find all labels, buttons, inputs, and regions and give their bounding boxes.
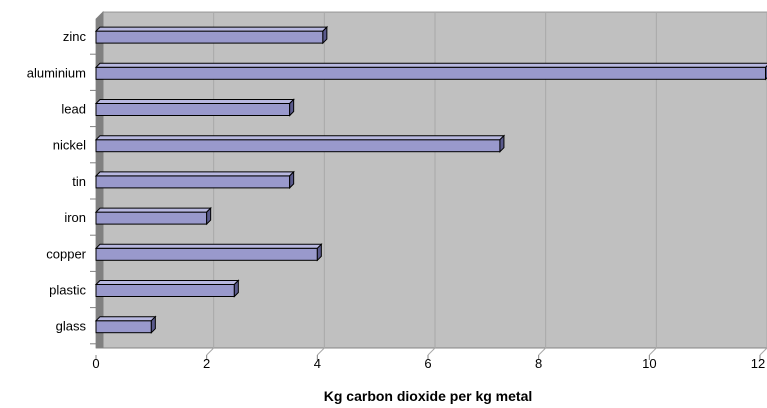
category-label: zinc xyxy=(63,29,87,44)
bar-side xyxy=(150,315,156,334)
category-label: aluminium xyxy=(27,65,86,80)
bar-front xyxy=(95,247,318,261)
bar-top xyxy=(94,243,323,249)
bar-top xyxy=(94,135,506,141)
category-label: plastic xyxy=(49,283,86,298)
bar-side xyxy=(289,170,295,190)
bar-top xyxy=(94,62,767,68)
bar-front xyxy=(95,66,767,80)
category-label: nickel xyxy=(53,138,86,153)
bar-front xyxy=(95,211,208,225)
bar-top xyxy=(94,280,240,285)
floor-gridline xyxy=(316,347,325,356)
bar-top xyxy=(94,207,212,213)
x-tick-label: 2 xyxy=(203,356,210,371)
x-axis-label: Kg carbon dioxide per kg metal xyxy=(324,388,533,404)
bar-aluminium xyxy=(94,62,767,81)
x-tick-labels: 0 2 4 6 8 10 12 xyxy=(92,355,765,371)
x-tick-label: 12 xyxy=(751,356,765,371)
bar-front xyxy=(95,175,291,189)
bar-front xyxy=(95,103,291,116)
bar-lead xyxy=(94,98,295,117)
floor-gridline xyxy=(538,347,547,356)
bar-side xyxy=(206,206,212,226)
bar-top xyxy=(94,171,295,177)
bar-side xyxy=(322,25,328,45)
category-label: copper xyxy=(46,246,86,261)
category-label: tin xyxy=(72,174,86,189)
category-label: iron xyxy=(64,210,86,225)
x-tick-label: 8 xyxy=(535,356,542,371)
x-tick-label: 10 xyxy=(642,356,656,371)
category-label: lead xyxy=(61,102,86,117)
floor-gridline xyxy=(427,347,436,356)
bar-top xyxy=(94,316,157,322)
bar-front xyxy=(95,320,152,334)
x-tick-label: 4 xyxy=(314,356,321,371)
bar-plastic xyxy=(94,279,240,298)
bar-top xyxy=(94,99,295,104)
bar-top xyxy=(94,26,329,32)
bar-side xyxy=(233,279,239,298)
bar-tin xyxy=(94,170,295,190)
category-label: glass xyxy=(56,319,87,334)
floor-gridline xyxy=(759,347,767,356)
floor-gridline xyxy=(206,347,215,356)
bar-front xyxy=(95,139,501,153)
bar-front xyxy=(95,284,235,297)
bar-glass xyxy=(94,315,157,334)
x-tick-label: 6 xyxy=(424,356,431,371)
category-labels: zinc aluminium lead nickel tin iron copper plas… xyxy=(27,29,96,345)
bar-side xyxy=(316,243,322,262)
bars xyxy=(94,25,767,334)
bar-side xyxy=(289,98,295,117)
bar-side xyxy=(499,134,505,153)
bar-front xyxy=(95,30,324,44)
floor-gridline xyxy=(648,347,657,356)
bar-nickel xyxy=(94,134,506,153)
x-tick-label: 0 xyxy=(92,356,99,371)
bar-zinc xyxy=(94,25,329,45)
bar-copper xyxy=(94,243,323,262)
bar-iron xyxy=(94,206,212,226)
